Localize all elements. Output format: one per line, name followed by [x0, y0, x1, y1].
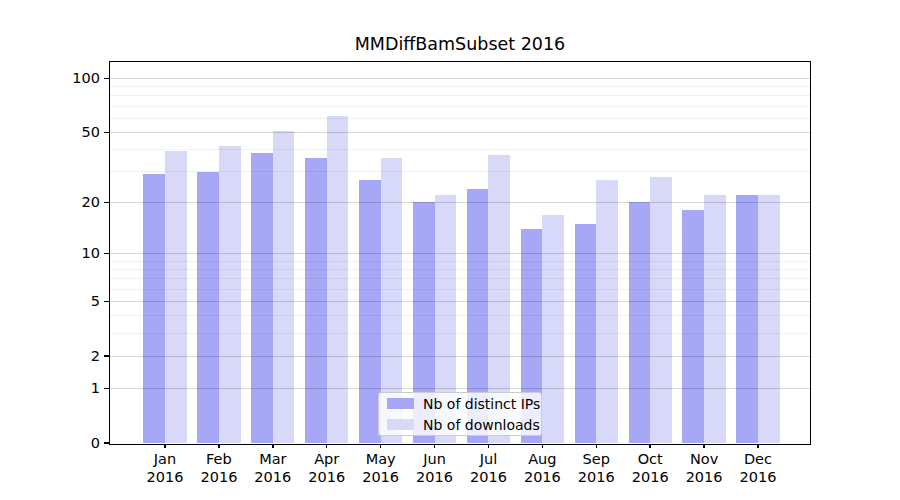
gridline-major [110, 78, 810, 79]
y-tick-label: 50 [50, 124, 100, 141]
y-tick-label: 100 [50, 70, 100, 87]
gridline-minor [110, 118, 810, 119]
bar-distinct-ips-oct [629, 202, 651, 443]
bar-downloads-nov [704, 195, 726, 443]
y-tick-label: 20 [50, 194, 100, 211]
bar-downloads-feb [219, 146, 241, 443]
legend-item-downloads: Nb of downloads [387, 416, 533, 433]
gridline-minor [110, 261, 810, 262]
x-tick-label: Jan 2016 [137, 451, 193, 486]
bar-downloads-apr [327, 116, 349, 443]
bar-downloads-dec [758, 195, 780, 443]
x-axis-tick [326, 444, 327, 449]
x-axis-tick [272, 444, 273, 449]
x-axis-tick [703, 444, 704, 449]
y-axis-tick [104, 78, 109, 79]
gridline-major [110, 388, 810, 389]
x-axis-tick [596, 444, 597, 449]
x-tick-label: Sep 2016 [568, 451, 624, 486]
bar-distinct-ips-mar [251, 153, 273, 443]
x-axis-tick [434, 444, 435, 449]
gridline-minor [110, 106, 810, 107]
gridline-minor [110, 315, 810, 316]
legend-swatch-distinct-ips [387, 398, 414, 409]
gridline-minor [110, 95, 810, 96]
gridline-minor [110, 278, 810, 279]
x-axis-tick [218, 444, 219, 449]
gridline-minor [110, 333, 810, 334]
x-axis-tick [649, 444, 650, 449]
y-tick-label: 1 [50, 380, 100, 397]
bar-downloads-jan [165, 151, 187, 443]
x-tick-label: Nov 2016 [676, 451, 732, 486]
gridline-minor [110, 149, 810, 150]
legend-label-distinct-ips: Nb of distinct IPs [423, 396, 540, 412]
x-axis-tick [757, 444, 758, 449]
y-axis-tick [104, 132, 109, 133]
y-axis-tick [104, 253, 109, 254]
gridline-minor [110, 171, 810, 172]
legend-label-downloads: Nb of downloads [423, 417, 540, 433]
y-axis-tick [104, 301, 109, 302]
gridline-major [110, 356, 810, 357]
bar-distinct-ips-jan [143, 174, 165, 443]
y-axis-tick [104, 355, 109, 356]
legend: Nb of distinct IPs Nb of downloads [378, 392, 542, 436]
chart-figure: MMDiffBamSubset 2016 0125102050100Jan 20… [0, 0, 900, 500]
x-tick-label: Aug 2016 [514, 451, 570, 486]
bar-distinct-ips-feb [197, 172, 219, 443]
gridline-minor [110, 269, 810, 270]
bar-downloads-mar [273, 131, 295, 443]
y-axis-tick [104, 442, 109, 443]
gridline-minor [110, 86, 810, 87]
x-tick-label: Apr 2016 [299, 451, 355, 486]
x-axis-tick [164, 444, 165, 449]
bar-distinct-ips-dec [736, 195, 758, 443]
gridline-minor [110, 289, 810, 290]
x-tick-label: May 2016 [353, 451, 409, 486]
x-tick-label: Dec 2016 [730, 451, 786, 486]
x-tick-label: Feb 2016 [191, 451, 247, 486]
y-tick-label: 0 [50, 435, 100, 452]
x-axis-tick [488, 444, 489, 449]
y-axis-tick [104, 388, 109, 389]
y-tick-label: 2 [50, 348, 100, 365]
y-tick-label: 10 [50, 245, 100, 262]
bar-downloads-sep [596, 180, 618, 443]
x-tick-label: Jul 2016 [460, 451, 516, 486]
gridline-major [110, 253, 810, 254]
x-axis-tick [380, 444, 381, 449]
x-tick-label: Oct 2016 [622, 451, 678, 486]
y-axis-tick [104, 202, 109, 203]
bar-distinct-ips-nov [682, 210, 704, 443]
gridline-major [110, 132, 810, 133]
bar-downloads-aug [542, 215, 564, 443]
bar-downloads-oct [650, 177, 672, 443]
gridline-major [110, 301, 810, 302]
gridline-major [110, 202, 810, 203]
x-tick-label: Jun 2016 [407, 451, 463, 486]
y-tick-label: 5 [50, 293, 100, 310]
legend-swatch-downloads [387, 419, 414, 430]
x-tick-label: Mar 2016 [245, 451, 301, 486]
x-axis-tick [542, 444, 543, 449]
legend-item-distinct-ips: Nb of distinct IPs [387, 395, 533, 412]
